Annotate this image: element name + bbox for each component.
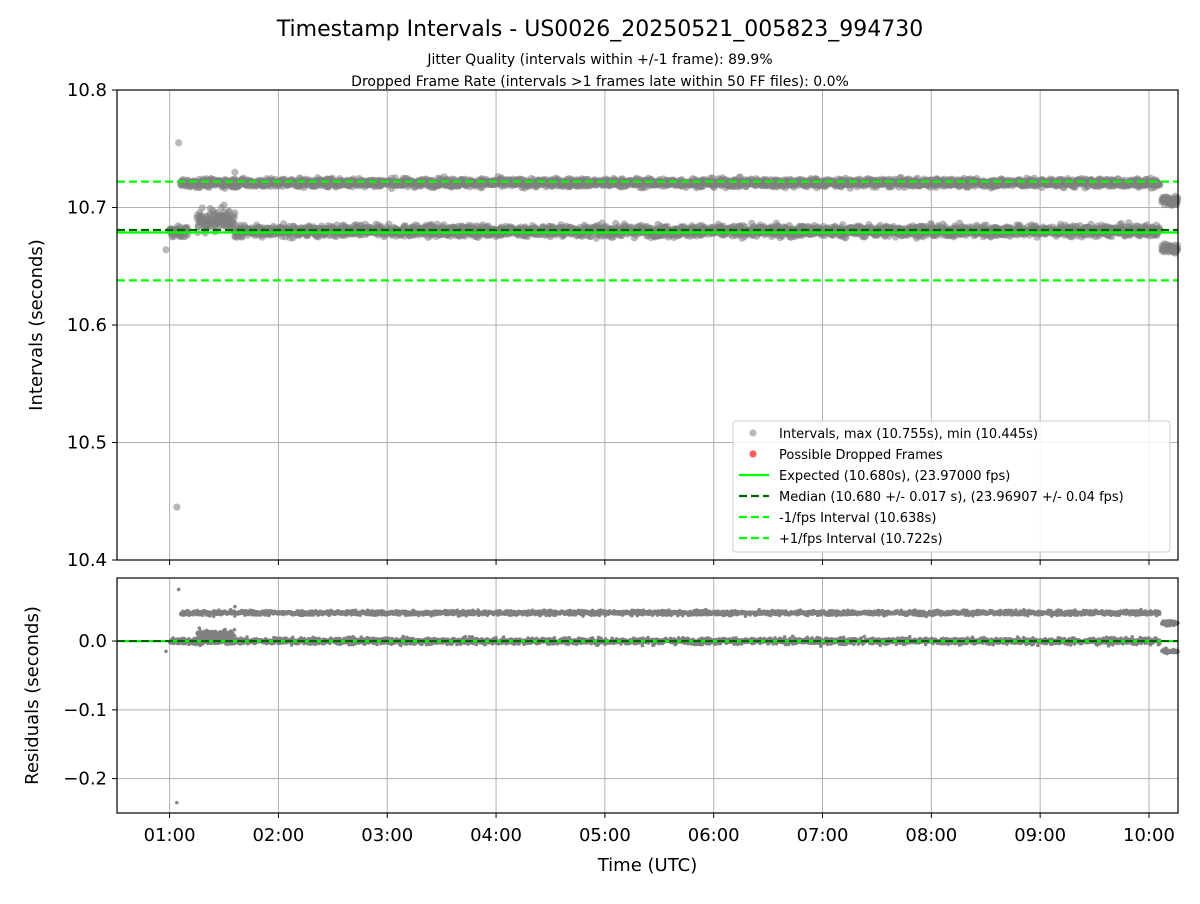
chart-subtitle-2: Dropped Frame Rate (intervals >1 frames …	[351, 74, 849, 90]
chart-title: Timestamp Intervals - US0026_20250521_00…	[276, 17, 923, 42]
interval-point	[231, 209, 238, 216]
chart-subtitle-1: Jitter Quality (intervals within +/-1 fr…	[426, 52, 772, 68]
interval-point	[199, 204, 206, 211]
